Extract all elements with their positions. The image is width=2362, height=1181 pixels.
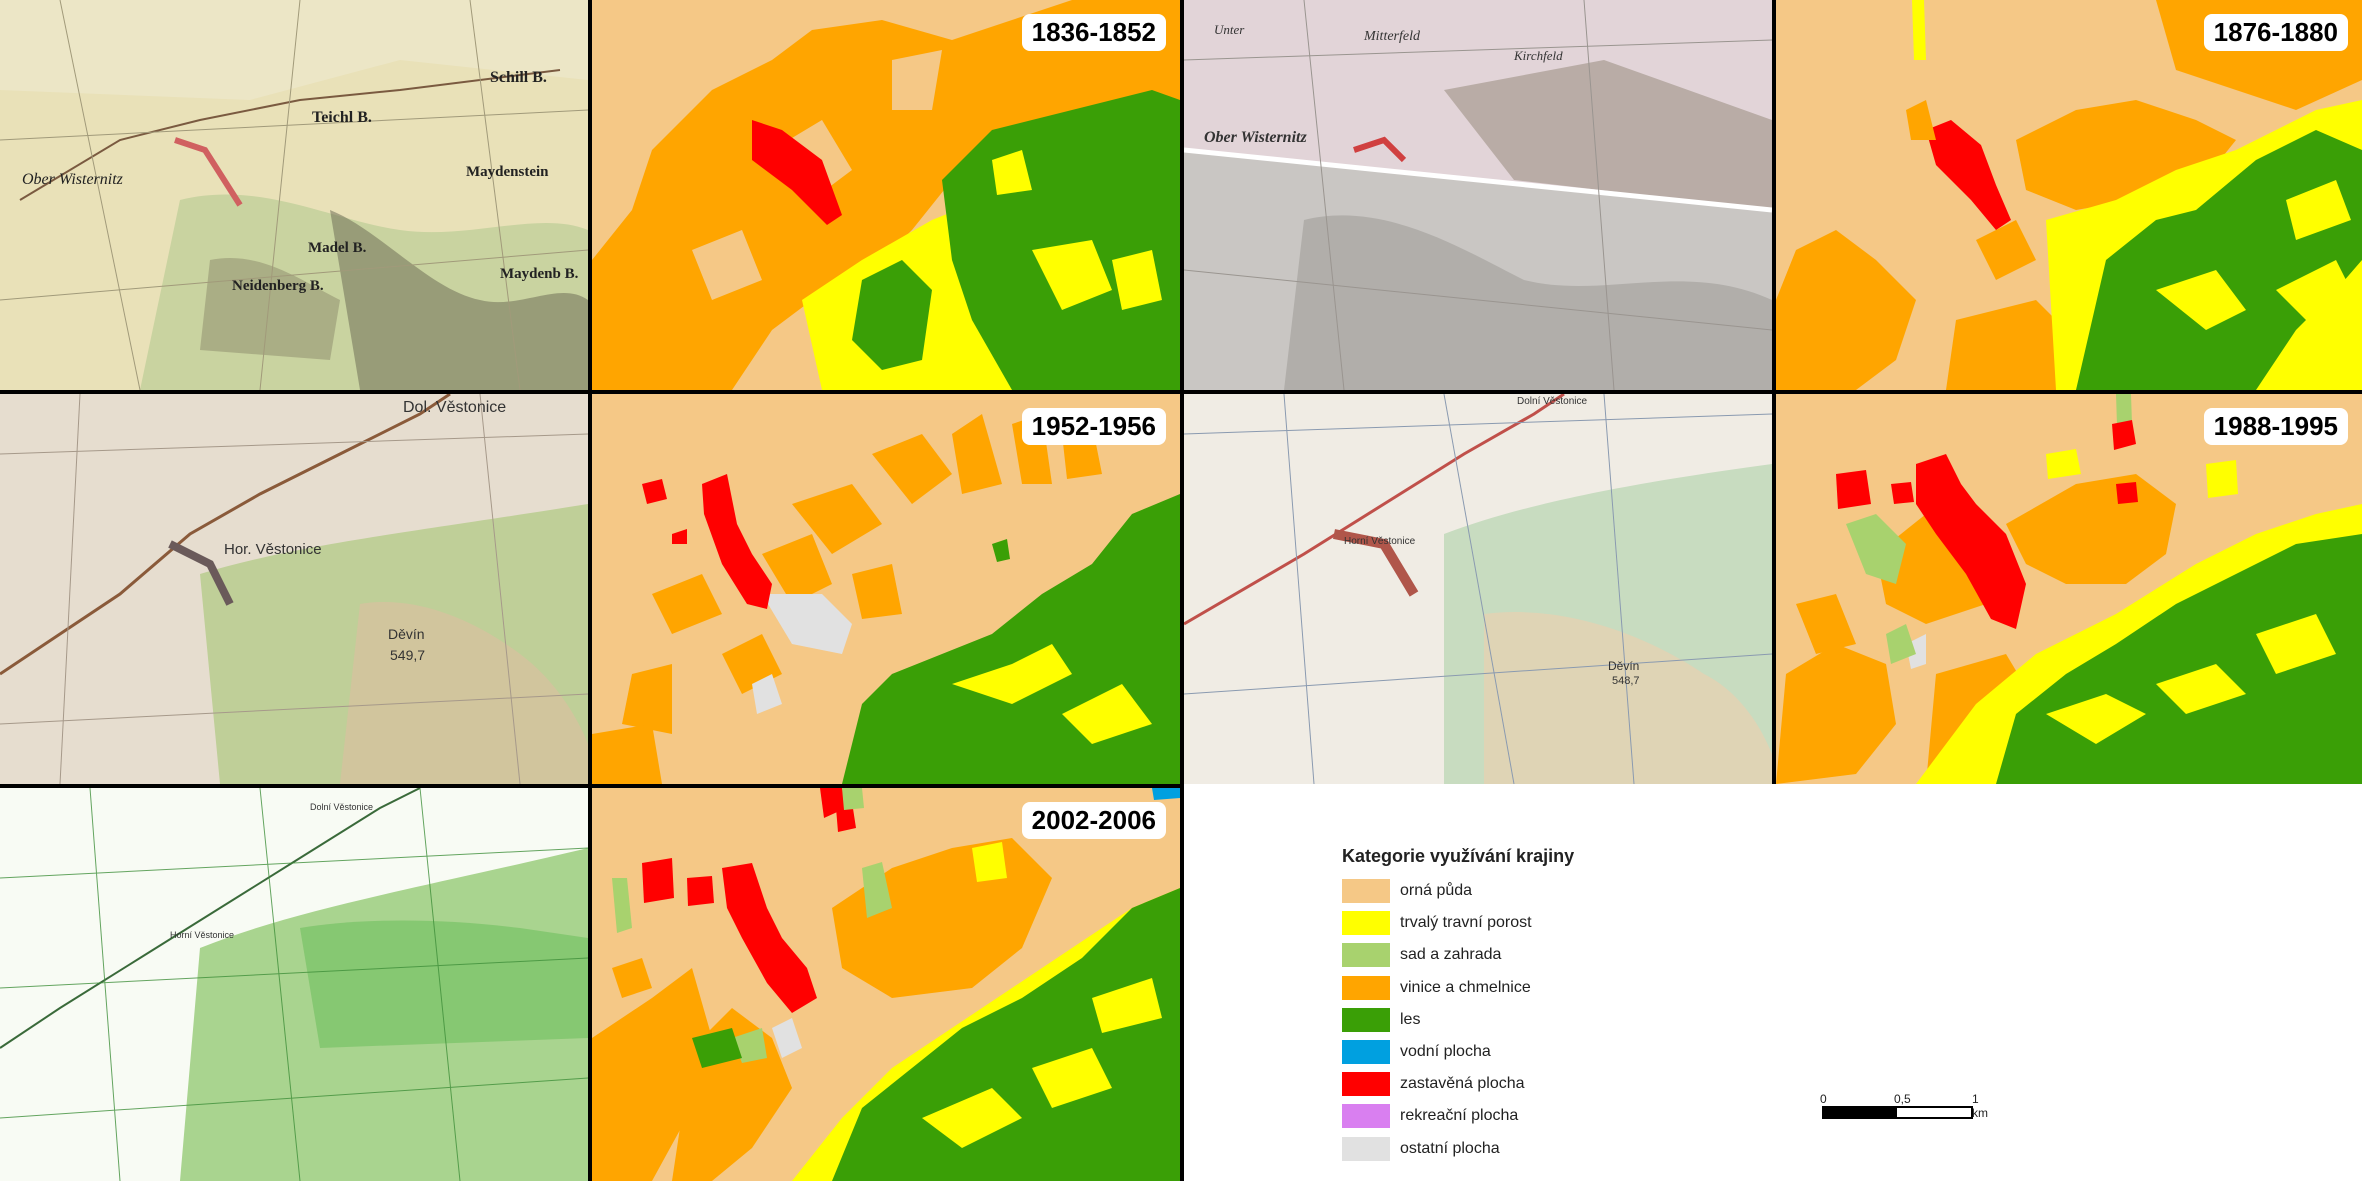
landuse-map-1988-1995-image xyxy=(1776,394,2362,784)
historic-map-1836: Ober Wisternitz Teichl B. Schill B. Mayd… xyxy=(0,0,588,390)
legend-item: zastavěná plocha xyxy=(1342,1068,1574,1100)
legend-label: ostatní plocha xyxy=(1400,1139,1500,1157)
legend-label: vodní plocha xyxy=(1400,1043,1491,1061)
legend-label: sad a zahrada xyxy=(1400,946,1502,964)
historic-map-1988: Dolní Věstonice Horní Věstonice Děvín 54… xyxy=(1184,394,1772,784)
scale-tick-label: 0,5 xyxy=(1894,1092,1911,1106)
legend-label: zastavěná plocha xyxy=(1400,1075,1525,1093)
landuse-map-1876-1880-image xyxy=(1776,0,2362,390)
map-label: Děvín xyxy=(388,626,425,642)
map-label: Maydenb B. xyxy=(500,266,579,282)
landuse-map-2002-2006: 2002-2006 xyxy=(592,788,1180,1181)
legend-swatch xyxy=(1342,1072,1390,1097)
landuse-map-1952-1956-image xyxy=(592,394,1180,784)
legend-swatch xyxy=(1342,1040,1390,1065)
map-label: Neidenberg B. xyxy=(232,278,324,294)
legend-title: Kategorie využívání krajiny xyxy=(1342,846,1575,866)
historic-map-1952-image: Dol. Věstonice Hor. Věstonice Děvín 549,… xyxy=(0,394,588,784)
legend-item: trvalý travní porost xyxy=(1342,907,1574,939)
legend-swatch xyxy=(1342,943,1390,968)
grid-divider xyxy=(1180,784,1184,1181)
grid-divider xyxy=(0,784,1184,788)
map-label: 549,7 xyxy=(390,647,425,663)
legend-label: orná půda xyxy=(1400,882,1473,900)
year-badge: 1836-1852 xyxy=(1021,14,1166,51)
map-label: Ober Wisternitz xyxy=(1204,129,1307,146)
historic-map-1876-image: Unter Mitterfeld Ober Wisternitz Kirchfe… xyxy=(1184,0,1772,390)
scale-bar: 0 0,5 1 km xyxy=(1820,1092,1988,1120)
legend-item: les xyxy=(1342,1004,1574,1036)
map-label: Kirchfeld xyxy=(1513,48,1563,63)
legend-label: les xyxy=(1400,1010,1421,1028)
legend-label: trvalý travní porost xyxy=(1400,914,1532,932)
legend-swatch xyxy=(1342,1007,1390,1032)
map-label: Horní Věstonice xyxy=(1344,536,1416,547)
historic-map-2002: Dolní Věstonice Horní Věstonice xyxy=(0,788,588,1181)
map-label: Dolní Věstonice xyxy=(310,802,373,812)
map-label: Maydenstein xyxy=(466,164,549,180)
map-label: Ober Wisternitz xyxy=(22,171,124,188)
historic-map-2002-image: Dolní Věstonice Horní Věstonice xyxy=(0,788,588,1181)
legend-item: rekreační plocha xyxy=(1342,1100,1574,1132)
map-label: Dolní Věstonice xyxy=(1517,396,1587,407)
map-label: Děvín xyxy=(1608,659,1639,673)
grid-divider xyxy=(588,0,592,1181)
scale-bar-graphic xyxy=(1822,1106,1973,1119)
legend-swatch xyxy=(1342,879,1390,904)
historic-map-1988-image: Dolní Věstonice Horní Věstonice Děvín 54… xyxy=(1184,394,1772,784)
grid-divider xyxy=(0,390,2362,394)
landuse-map-1836-1852: 1836-1852 xyxy=(592,0,1180,390)
landuse-map-1952-1956: 1952-1956 xyxy=(592,394,1180,784)
map-label: Madel B. xyxy=(308,240,367,256)
map-label: Dol. Věstonice xyxy=(403,399,506,416)
historic-map-1876: Unter Mitterfeld Ober Wisternitz Kirchfe… xyxy=(1184,0,1772,390)
map-label: 548,7 xyxy=(1612,675,1640,687)
year-badge: 1988-1995 xyxy=(2203,408,2348,445)
landuse-map-1988-1995: 1988-1995 xyxy=(1776,394,2362,784)
legend-item: vodní plocha xyxy=(1342,1036,1574,1068)
legend-label: rekreační plocha xyxy=(1400,1107,1519,1125)
map-label: Hor. Věstonice xyxy=(224,541,322,558)
map-label: Schill B. xyxy=(490,69,547,86)
map-label: Horní Věstonice xyxy=(170,930,234,940)
legend-item: vinice a chmelnice xyxy=(1342,972,1574,1004)
map-label: Mitterfeld xyxy=(1363,29,1421,44)
legend-label: vinice a chmelnice xyxy=(1400,978,1531,996)
legend-swatch xyxy=(1342,1104,1390,1129)
map-label: Unter xyxy=(1214,22,1245,37)
year-badge: 2002-2006 xyxy=(1021,802,1166,839)
legend-items: orná půda trvalý travní porost sad a zahra… xyxy=(1342,875,1574,1165)
legend-swatch xyxy=(1342,975,1390,1000)
landuse-map-1876-1880: 1876-1880 xyxy=(1776,0,2362,390)
scale-tick-label: 0 xyxy=(1820,1092,1827,1106)
legend-swatch xyxy=(1342,911,1390,936)
legend-item: orná půda xyxy=(1342,875,1574,907)
scale-tick-label: 1 km xyxy=(1972,1092,1988,1120)
legend-item: ostatní plocha xyxy=(1342,1133,1574,1165)
historic-map-1952: Dol. Věstonice Hor. Věstonice Děvín 549,… xyxy=(0,394,588,784)
historic-map-1836-image: Ober Wisternitz Teichl B. Schill B. Mayd… xyxy=(0,0,588,390)
year-badge: 1952-1956 xyxy=(1021,408,1166,445)
map-label: Teichl B. xyxy=(312,109,372,126)
landuse-map-1836-1852-image xyxy=(592,0,1180,390)
landuse-map-2002-2006-image xyxy=(592,788,1180,1181)
year-badge: 1876-1880 xyxy=(2203,14,2348,51)
legend-item: sad a zahrada xyxy=(1342,939,1574,971)
legend-swatch xyxy=(1342,1136,1390,1161)
legend: Kategorie využívání krajiny orná půda trv… xyxy=(1342,846,1574,1165)
